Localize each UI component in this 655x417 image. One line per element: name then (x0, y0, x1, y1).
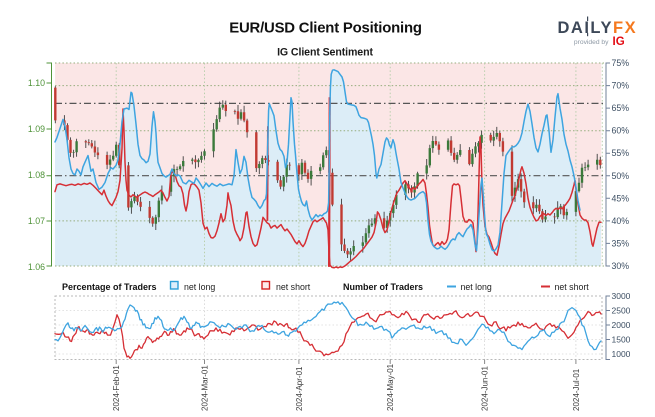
svg-text:net long: net long (461, 282, 492, 292)
svg-text:1.08: 1.08 (28, 170, 45, 180)
svg-text:2024-Apr-01: 2024-Apr-01 (295, 366, 304, 411)
svg-text:2024-Jul-01: 2024-Jul-01 (572, 368, 581, 411)
svg-text:2024-Mar-01: 2024-Mar-01 (201, 365, 210, 411)
svg-text:2500: 2500 (612, 306, 631, 316)
svg-text:1.09: 1.09 (28, 124, 45, 134)
svg-text:75%: 75% (612, 58, 630, 68)
svg-text:50%: 50% (612, 171, 630, 181)
svg-text:65%: 65% (612, 103, 630, 113)
svg-text:provided by: provided by (574, 39, 609, 46)
svg-text:net short: net short (555, 282, 590, 292)
svg-text:2024-Feb-01: 2024-Feb-01 (112, 365, 121, 411)
svg-text:EUR/USD Client Positioning: EUR/USD Client Positioning (229, 21, 422, 37)
svg-text:2000: 2000 (612, 320, 631, 330)
svg-text:35%: 35% (612, 238, 630, 248)
svg-text:2024-Jun-01: 2024-Jun-01 (481, 366, 490, 411)
svg-text:1.07: 1.07 (28, 216, 45, 226)
svg-text:2024-May-01: 2024-May-01 (386, 363, 395, 411)
svg-text:45%: 45% (612, 193, 630, 203)
svg-text:60%: 60% (612, 126, 630, 136)
svg-text:Percentage of Traders: Percentage of Traders (62, 282, 157, 292)
svg-text:55%: 55% (612, 148, 630, 158)
svg-text:1500: 1500 (612, 335, 631, 345)
svg-text:40%: 40% (612, 216, 630, 226)
svg-text:1.10: 1.10 (28, 78, 45, 88)
svg-text:net short: net short (276, 282, 311, 292)
svg-text:net long: net long (184, 282, 215, 292)
svg-text:DAILYFX: DAILYFX (558, 19, 638, 37)
svg-text:70%: 70% (612, 81, 630, 91)
svg-text:Number of Traders: Number of Traders (343, 282, 423, 292)
svg-text:1.06: 1.06 (28, 262, 45, 272)
svg-text:IG: IG (613, 36, 625, 48)
svg-text:30%: 30% (612, 261, 630, 271)
svg-text:1000: 1000 (612, 349, 631, 359)
svg-text:3000: 3000 (612, 291, 631, 301)
svg-text:IG Client Sentiment: IG Client Sentiment (277, 47, 373, 59)
